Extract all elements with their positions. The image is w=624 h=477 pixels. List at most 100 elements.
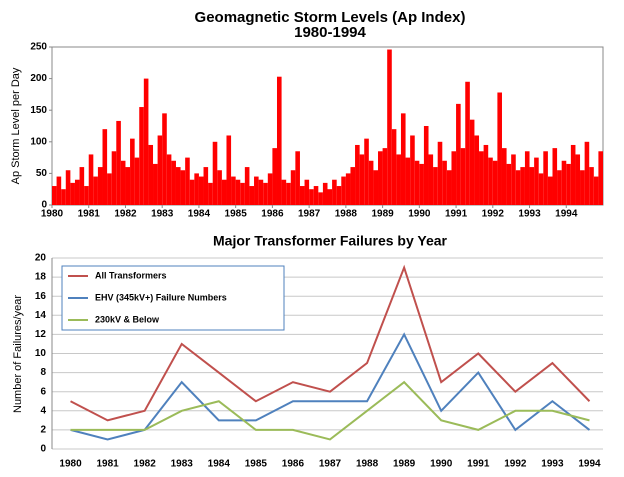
bar <box>345 173 351 205</box>
bar <box>74 179 80 205</box>
bar <box>111 151 117 205</box>
bar <box>368 160 374 205</box>
bar <box>157 135 163 205</box>
series-line <box>70 380 590 441</box>
legend-label: All Transformers <box>95 270 167 280</box>
bar <box>465 81 470 205</box>
bar <box>162 113 167 205</box>
bar <box>134 157 140 205</box>
bar <box>561 160 567 205</box>
y-tick-label: 6 <box>40 386 46 397</box>
series-line <box>70 332 591 441</box>
x-tick-label: 1994 <box>578 459 601 470</box>
y-tick-label: 50 <box>36 168 48 179</box>
x-tick-label: 1988 <box>335 209 358 220</box>
bar <box>240 182 245 205</box>
bar <box>221 179 227 205</box>
bar <box>593 176 599 205</box>
chart-title: Geomagnetic Storm Levels (Ap Index) <box>195 9 466 26</box>
bar <box>304 179 310 205</box>
y-tick-label: 150 <box>30 105 47 116</box>
y-tick-label: 200 <box>30 73 47 84</box>
bar <box>203 167 209 205</box>
bar <box>364 138 369 205</box>
bar <box>396 154 401 205</box>
x-tick-label: 1986 <box>261 209 284 220</box>
bar <box>194 173 199 205</box>
bar <box>263 182 268 205</box>
bar <box>120 160 126 205</box>
bar <box>318 192 323 205</box>
bar <box>373 170 379 205</box>
bar <box>497 92 502 205</box>
bar <box>341 176 346 205</box>
y-tick-label: 0 <box>40 444 46 455</box>
bar <box>598 151 603 205</box>
x-tick-label: 1987 <box>319 459 342 470</box>
x-tick-label: 1993 <box>518 209 541 220</box>
y-tick-label: 12 <box>35 329 47 340</box>
bar <box>391 129 397 205</box>
bar <box>405 157 411 205</box>
x-tick-label: 1991 <box>467 459 490 470</box>
bar <box>97 167 103 205</box>
bar <box>428 154 434 205</box>
bar <box>547 176 553 205</box>
bar <box>254 176 259 205</box>
bar <box>212 141 218 205</box>
bar <box>446 170 452 205</box>
bar <box>286 182 291 205</box>
x-tick-label: 1993 <box>541 459 564 470</box>
bar <box>175 167 181 205</box>
bar <box>382 148 388 205</box>
y-tick-label: 4 <box>40 405 46 416</box>
bar <box>460 148 466 205</box>
bar <box>410 135 415 205</box>
y-tick-label: 20 <box>35 253 47 264</box>
bar <box>483 144 489 205</box>
bar <box>327 189 333 205</box>
bar <box>400 113 406 205</box>
bar <box>515 170 521 205</box>
bar <box>511 154 516 205</box>
y-axis-title: Number of Failures/year <box>12 295 24 413</box>
bar <box>189 179 195 205</box>
bar <box>313 186 319 205</box>
y-tick-label: 14 <box>35 310 47 321</box>
bar <box>139 107 144 205</box>
x-tick-label: 1988 <box>356 459 379 470</box>
bar <box>116 120 121 205</box>
bar <box>534 157 539 205</box>
bar <box>235 179 241 205</box>
legend-label: 230kV & Below <box>95 314 160 324</box>
bar <box>442 160 447 205</box>
bar <box>488 157 493 205</box>
bar <box>456 103 461 205</box>
x-tick-label: 1990 <box>430 459 453 470</box>
bar <box>524 151 530 205</box>
bar <box>474 135 480 205</box>
bar <box>570 144 576 205</box>
bar <box>171 160 176 205</box>
bar <box>355 144 360 205</box>
bar <box>419 163 424 205</box>
bar <box>93 176 98 205</box>
bar <box>61 189 66 205</box>
x-tick-label: 1985 <box>225 209 248 220</box>
bar <box>166 154 172 205</box>
y-axis-title: Ap Storm Level per Day <box>10 67 22 184</box>
x-tick-label: 1981 <box>96 459 119 470</box>
bar <box>107 173 112 205</box>
bar <box>520 167 525 205</box>
bar <box>231 176 236 205</box>
x-tick-label: 1991 <box>445 209 468 220</box>
bar <box>506 163 512 205</box>
chart-subtitle: 1980-1994 <box>294 24 366 41</box>
bar <box>350 167 356 205</box>
bar <box>84 186 89 205</box>
y-tick-label: 16 <box>35 291 47 302</box>
bar <box>557 170 562 205</box>
bar <box>267 173 273 205</box>
bar <box>70 182 75 205</box>
